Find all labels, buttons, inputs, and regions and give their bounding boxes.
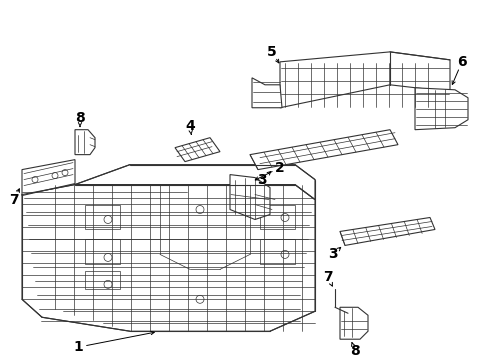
Text: 5: 5 [266,45,276,59]
Polygon shape [22,159,75,195]
Text: 1: 1 [73,340,82,354]
Polygon shape [75,130,95,155]
Text: 6: 6 [456,55,466,69]
Text: 4: 4 [185,119,195,133]
Text: 7: 7 [323,270,332,284]
Polygon shape [75,165,314,199]
Polygon shape [414,88,467,130]
Polygon shape [339,307,367,339]
Polygon shape [175,138,220,162]
Text: 2: 2 [275,161,285,175]
Polygon shape [251,78,282,108]
Text: 8: 8 [75,111,85,125]
Text: 8: 8 [349,344,359,358]
Polygon shape [339,217,434,246]
Polygon shape [229,175,269,220]
Text: 7: 7 [9,193,19,207]
Text: 3: 3 [257,172,266,186]
Polygon shape [280,52,449,108]
Polygon shape [22,185,314,331]
Polygon shape [249,130,397,170]
Text: 3: 3 [327,247,337,261]
